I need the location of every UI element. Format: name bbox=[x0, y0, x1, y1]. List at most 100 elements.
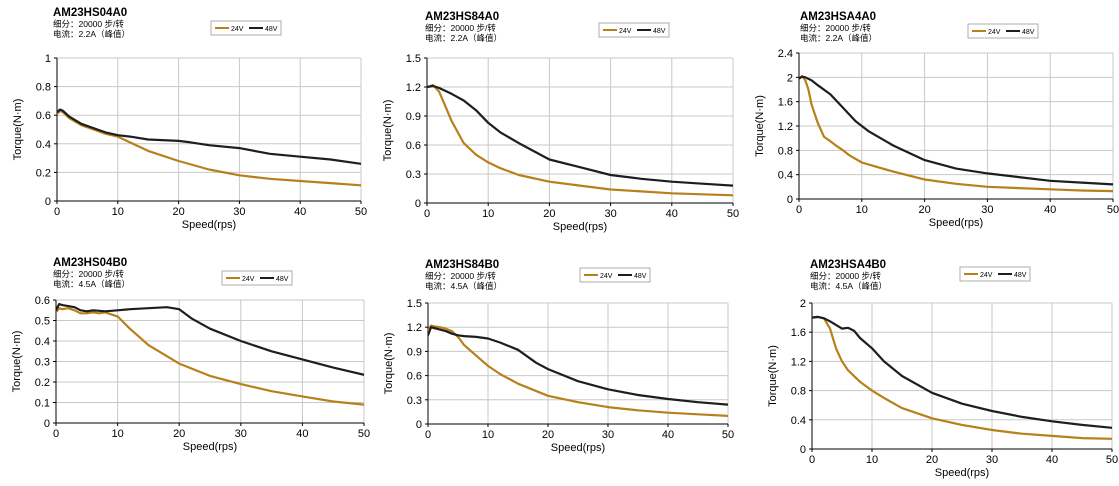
chart-subtitle-line: 电流：2.2A（峰值） bbox=[800, 33, 877, 43]
legend-label: 24V bbox=[600, 273, 613, 280]
legend-label: 48V bbox=[1022, 29, 1035, 36]
x-tick-label: 50 bbox=[358, 428, 370, 440]
y-tick-label: 2 bbox=[787, 72, 793, 84]
x-tick-label: 30 bbox=[981, 204, 993, 216]
y-axis-title: Torque(N·m) bbox=[383, 333, 395, 395]
y-axis-title: Torque(N·m) bbox=[11, 331, 23, 393]
legend-frame bbox=[579, 267, 651, 283]
x-tick-label: 30 bbox=[602, 429, 614, 441]
chart-subtitle-line: 细分：20000 步/转 bbox=[53, 269, 124, 279]
legend-label: 48V bbox=[653, 28, 666, 35]
chart-subtitle-line: 电流：4.5A（峰值） bbox=[53, 279, 130, 289]
y-tick-label: 0 bbox=[416, 419, 422, 431]
chart-title: AM23HSA4B0 bbox=[810, 259, 886, 271]
x-tick-label: 50 bbox=[1107, 204, 1119, 216]
series-line-24v bbox=[799, 75, 1113, 193]
y-axis-title: Torque(N·m) bbox=[12, 99, 24, 161]
y-tick-label: 2.4 bbox=[778, 48, 793, 60]
legend-label: 24V bbox=[619, 28, 632, 35]
x-tick-label: 40 bbox=[666, 208, 678, 220]
series-line-24v bbox=[427, 84, 733, 197]
y-tick-label: 0.3 bbox=[35, 357, 50, 369]
chart-legend: 24V 48V bbox=[598, 22, 670, 38]
y-tick-label: 0.8 bbox=[36, 82, 51, 94]
chart-title: AM23HS04A0 bbox=[53, 7, 127, 19]
y-tick-label: 0.4 bbox=[36, 139, 51, 151]
x-tick-label: 10 bbox=[482, 429, 494, 441]
legend-label: 24V bbox=[988, 29, 1001, 36]
legend-label: 48V bbox=[276, 276, 289, 283]
series-line-24v bbox=[812, 315, 1112, 440]
y-tick-label: 2 bbox=[800, 298, 806, 310]
x-tick-label: 30 bbox=[604, 208, 616, 220]
y-tick-label: 1.5 bbox=[407, 298, 422, 310]
y-tick-label: 0.4 bbox=[35, 336, 50, 348]
y-tick-label: 0 bbox=[415, 198, 421, 210]
x-tick-label: 20 bbox=[543, 208, 555, 220]
x-tick-label: 20 bbox=[172, 206, 184, 218]
x-tick-label: 50 bbox=[355, 206, 367, 218]
series-line-24v bbox=[428, 324, 728, 417]
x-tick-label: 30 bbox=[235, 428, 247, 440]
chart-title: AM23HS84A0 bbox=[425, 11, 499, 23]
legend-frame bbox=[967, 23, 1039, 39]
y-tick-label: 1 bbox=[45, 53, 51, 65]
x-tick-label: 30 bbox=[986, 454, 998, 466]
legend-frame bbox=[221, 270, 293, 286]
y-tick-label: 0.8 bbox=[778, 145, 793, 157]
chart-legend: 24V 48V bbox=[210, 20, 282, 36]
x-axis-title: Speed(rps) bbox=[929, 217, 983, 229]
x-tick-label: 0 bbox=[809, 454, 815, 466]
x-tick-label: 30 bbox=[233, 206, 245, 218]
y-tick-label: 1.2 bbox=[778, 121, 793, 133]
x-tick-label: 50 bbox=[722, 429, 734, 441]
chart-subtitle-line: 细分：20000 步/转 bbox=[425, 271, 496, 281]
y-tick-label: 0.6 bbox=[35, 295, 50, 307]
series-line-48v bbox=[799, 75, 1113, 186]
y-tick-label: 0.4 bbox=[791, 415, 806, 427]
y-axis-title: Torque(N·m) bbox=[767, 345, 779, 407]
chart-subtitle-line: 电流：4.5A（峰值） bbox=[425, 281, 502, 291]
x-tick-label: 20 bbox=[918, 204, 930, 216]
y-tick-label: 0.6 bbox=[406, 140, 421, 152]
x-tick-label: 40 bbox=[296, 428, 308, 440]
y-tick-label: 1.6 bbox=[778, 97, 793, 109]
y-tick-label: 1.2 bbox=[406, 82, 421, 94]
chart-legend: 24V 48V bbox=[967, 23, 1039, 39]
y-tick-label: 0 bbox=[787, 194, 793, 206]
chart-subtitle-line: 电流：4.5A（峰值） bbox=[810, 281, 887, 291]
chart-subtitle-line: 细分：20000 步/转 bbox=[800, 23, 871, 33]
y-tick-label: 1.2 bbox=[791, 356, 806, 368]
x-axis-title: Speed(rps) bbox=[182, 219, 236, 231]
x-tick-label: 0 bbox=[424, 208, 430, 220]
chart-legend: 24V 48V bbox=[579, 267, 651, 283]
legend-label: 48V bbox=[265, 26, 278, 33]
y-tick-label: 0 bbox=[800, 444, 806, 456]
y-tick-label: 0.6 bbox=[407, 371, 422, 383]
y-tick-label: 0 bbox=[44, 418, 50, 430]
y-tick-label: 0.1 bbox=[35, 398, 50, 410]
legend-label: 24V bbox=[980, 272, 993, 279]
chart-subtitle-line: 电流：2.2A（峰值） bbox=[425, 33, 502, 43]
series-line-48v bbox=[57, 108, 361, 165]
y-tick-label: 0.9 bbox=[406, 111, 421, 123]
x-tick-label: 40 bbox=[1046, 454, 1058, 466]
y-tick-label: 0.2 bbox=[36, 167, 51, 179]
series-line-48v bbox=[812, 315, 1112, 429]
x-tick-label: 10 bbox=[482, 208, 494, 220]
legend-frame bbox=[959, 266, 1031, 282]
chart-title: AM23HS84B0 bbox=[425, 259, 499, 271]
chart-subtitle-line: 电流：2.2A（峰值） bbox=[53, 29, 130, 39]
chart-legend: 24V 48V bbox=[959, 266, 1031, 282]
y-tick-label: 1.5 bbox=[406, 53, 421, 65]
series-line-24v bbox=[56, 307, 364, 406]
y-tick-label: 0.4 bbox=[778, 170, 793, 182]
x-tick-label: 0 bbox=[53, 428, 59, 440]
